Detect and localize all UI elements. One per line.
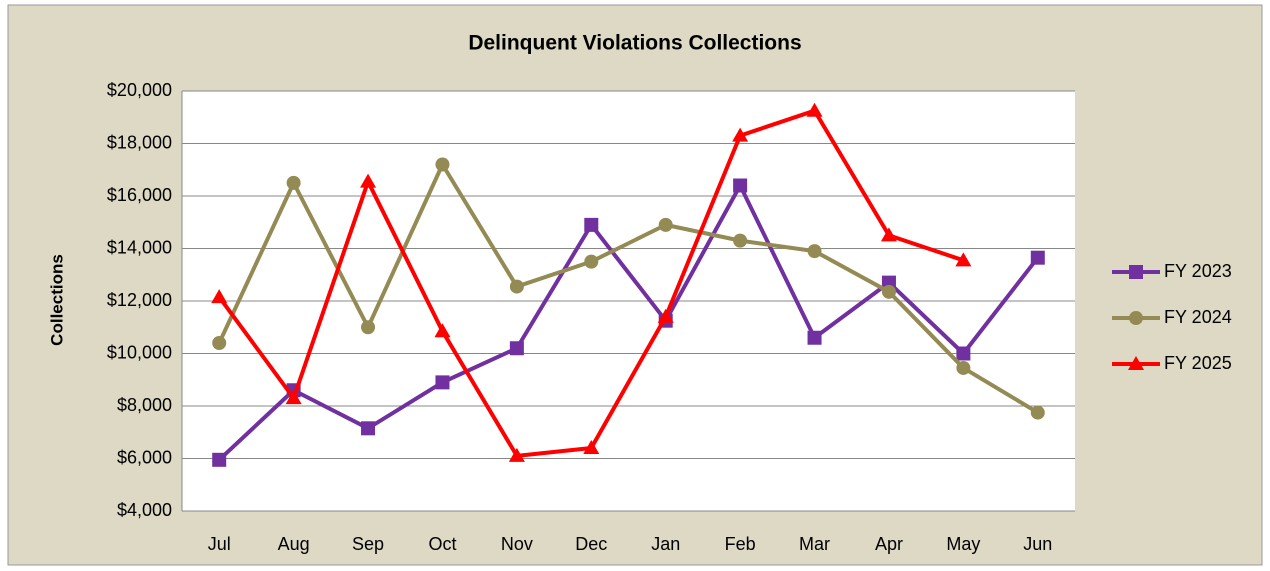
data-point bbox=[584, 254, 599, 269]
x-tick-label: Aug bbox=[278, 534, 310, 554]
x-tick-label: Jun bbox=[1023, 534, 1052, 554]
y-tick-label: $14,000 bbox=[107, 237, 172, 257]
y-tick-label: $16,000 bbox=[107, 185, 172, 205]
data-point bbox=[212, 336, 227, 350]
data-point bbox=[211, 289, 228, 304]
data-point bbox=[508, 447, 525, 462]
y-tick-label: $10,000 bbox=[107, 342, 172, 362]
data-point bbox=[807, 330, 822, 345]
x-tick-label: Oct bbox=[428, 534, 456, 554]
y-tick-label: $18,000 bbox=[107, 132, 172, 152]
x-tick-label: Apr bbox=[875, 534, 903, 554]
data-point bbox=[286, 175, 301, 190]
data-point bbox=[657, 308, 674, 323]
x-tick-label: May bbox=[946, 534, 980, 554]
data-point bbox=[212, 452, 227, 467]
data-point bbox=[509, 279, 524, 294]
data-point bbox=[361, 421, 376, 436]
y-axis-title: Collections bbox=[47, 254, 66, 346]
x-tick-label: Jan bbox=[651, 534, 680, 554]
data-point bbox=[880, 227, 897, 242]
data-point bbox=[434, 323, 451, 338]
chart-title: Delinquent Violations Collections bbox=[468, 32, 801, 55]
data-point bbox=[361, 320, 376, 335]
data-point bbox=[806, 102, 823, 117]
legend-marker bbox=[1129, 311, 1143, 325]
legend-label: FY 2023 bbox=[1164, 261, 1232, 281]
data-point bbox=[956, 346, 971, 361]
data-point bbox=[584, 217, 599, 232]
series-line bbox=[217, 183, 1040, 462]
data-point bbox=[1030, 405, 1045, 420]
x-tick-label: Mar bbox=[799, 534, 830, 554]
data-point bbox=[435, 375, 450, 390]
data-point bbox=[732, 127, 749, 142]
y-tick-label: $8,000 bbox=[117, 395, 172, 415]
data-point bbox=[435, 157, 450, 172]
series-line bbox=[217, 162, 1039, 415]
data-point bbox=[360, 173, 377, 188]
data-point bbox=[733, 178, 748, 193]
data-point bbox=[955, 252, 972, 267]
x-tick-label: Sep bbox=[352, 534, 384, 554]
x-tick-label: Feb bbox=[725, 534, 756, 554]
x-tick-label: Nov bbox=[501, 534, 533, 554]
legend-marker bbox=[1129, 265, 1143, 279]
data-point bbox=[1030, 250, 1045, 265]
data-point bbox=[881, 284, 896, 299]
data-point bbox=[509, 341, 524, 356]
y-tick-label: $6,000 bbox=[117, 447, 172, 467]
legend-marker bbox=[1128, 356, 1144, 370]
legend-label: FY 2024 bbox=[1164, 307, 1232, 327]
y-tick-label: $12,000 bbox=[107, 290, 172, 310]
data-point bbox=[807, 244, 822, 259]
data-point bbox=[583, 440, 600, 454]
data-point bbox=[733, 233, 748, 248]
data-point bbox=[956, 360, 971, 375]
y-tick-label: $20,000 bbox=[107, 80, 172, 100]
x-tick-label: Jul bbox=[208, 534, 231, 554]
data-point bbox=[285, 390, 302, 405]
legend-label: FY 2025 bbox=[1164, 353, 1232, 373]
data-point bbox=[658, 217, 673, 232]
y-tick-label: $4,000 bbox=[117, 500, 172, 520]
x-tick-label: Dec bbox=[575, 534, 607, 554]
